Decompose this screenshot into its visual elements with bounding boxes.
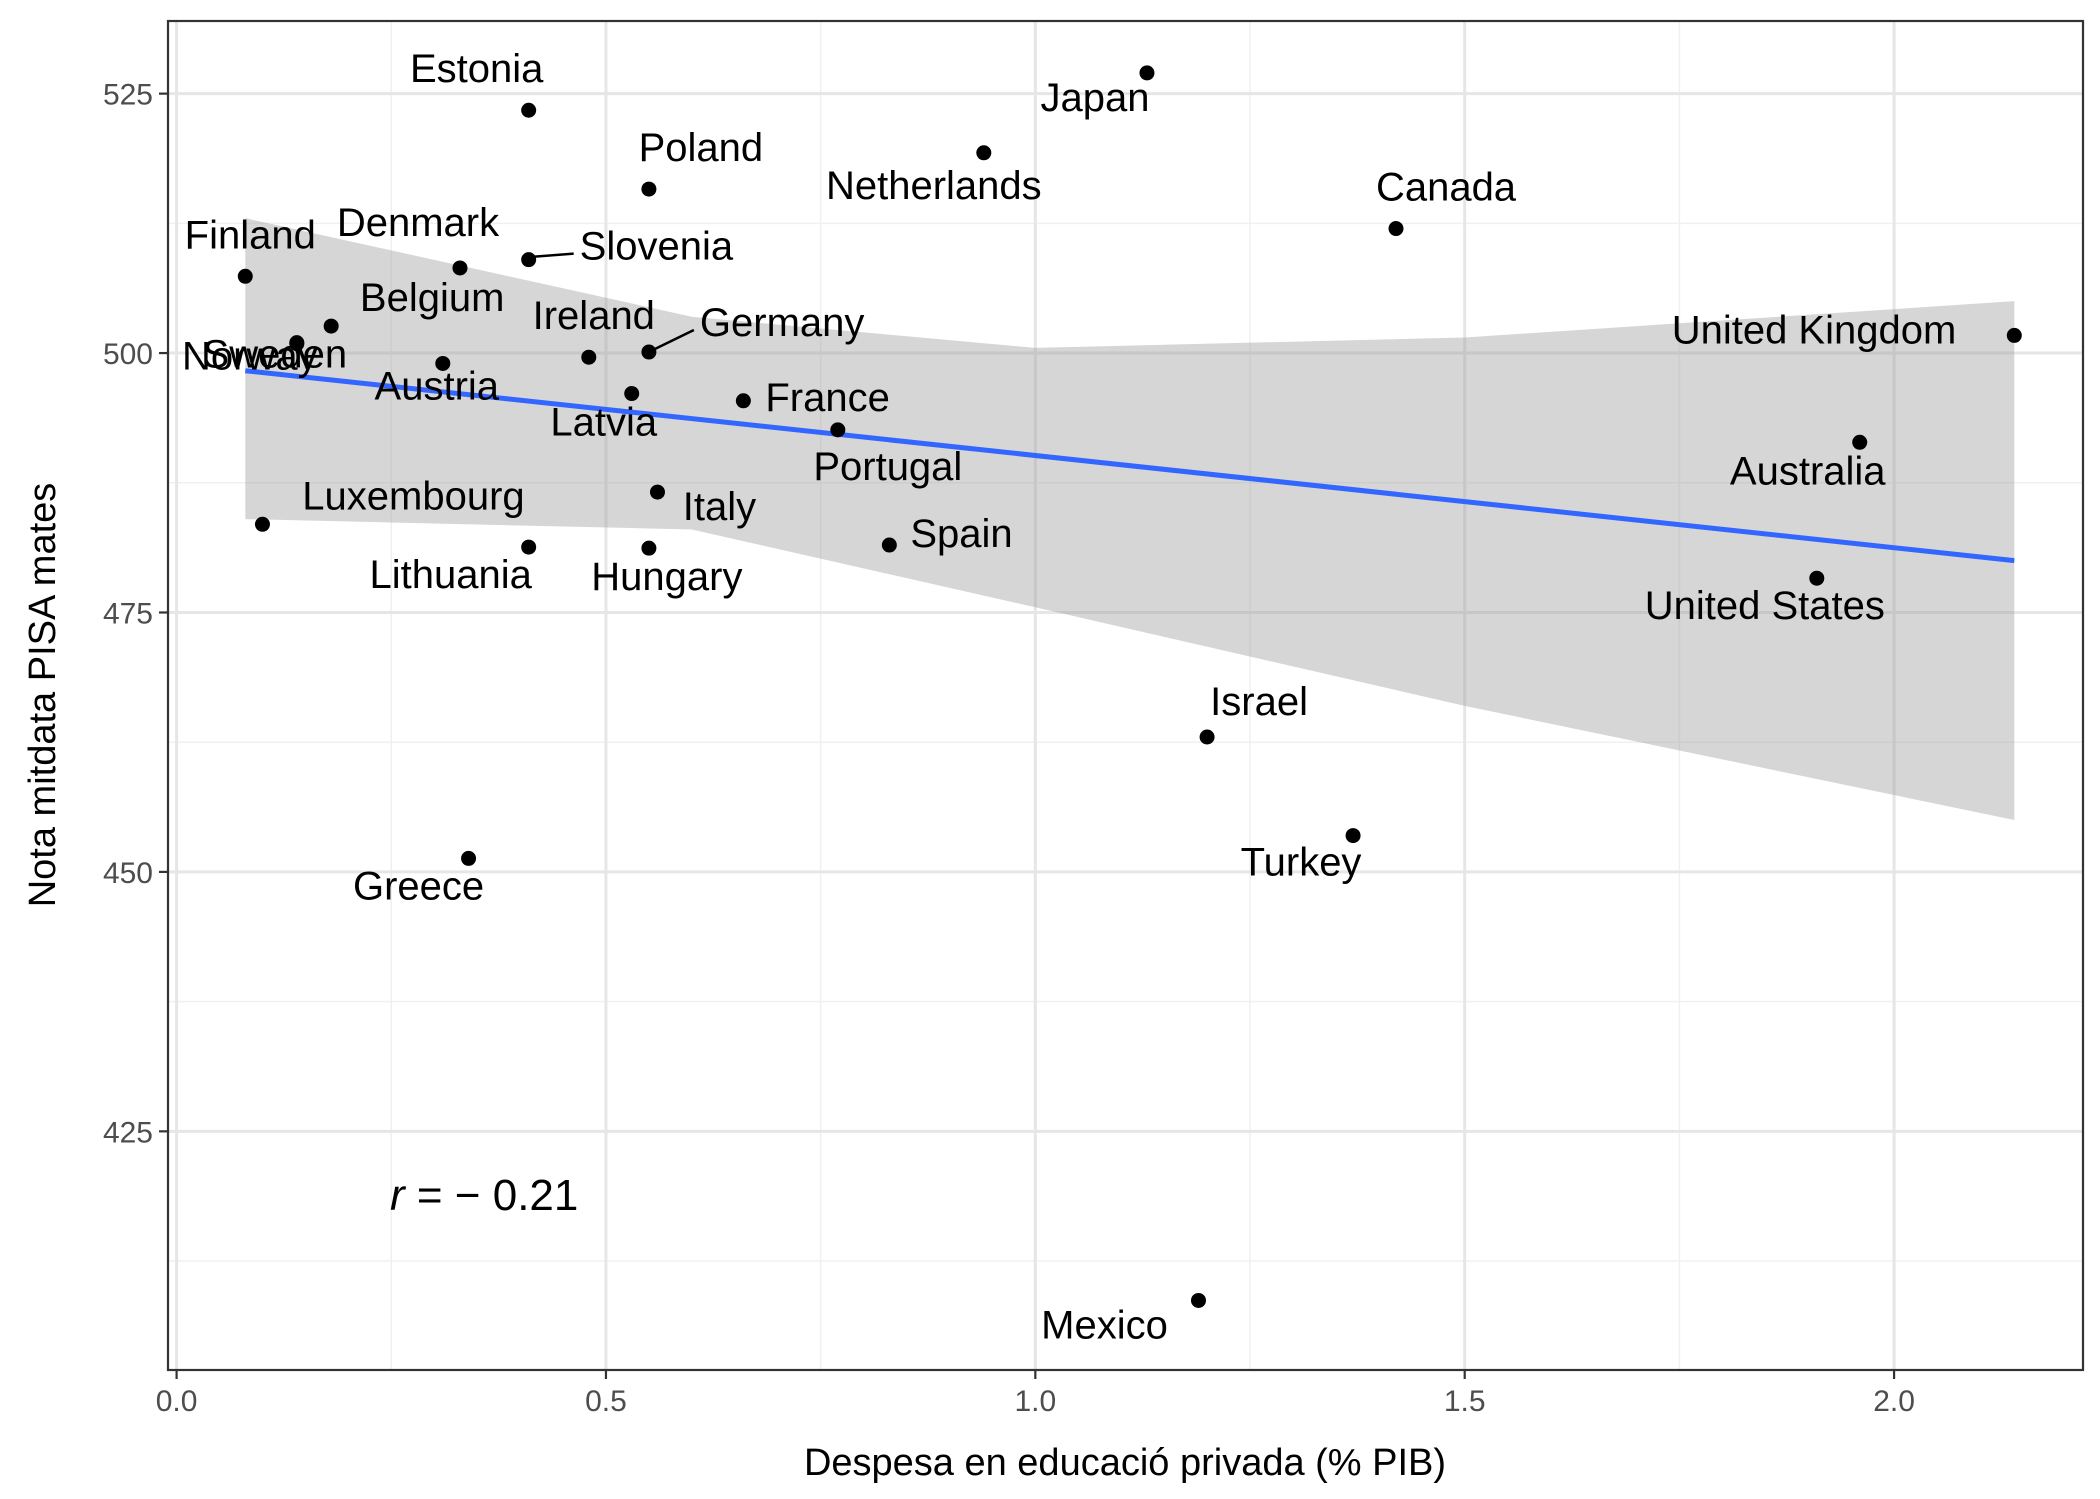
data-point (641, 540, 657, 556)
point-label: Denmark (337, 201, 500, 245)
point-label: United Kingdom (1672, 308, 1957, 352)
panel-border (166, 19, 2085, 1372)
point-label: Finland (185, 213, 316, 257)
data-point (641, 181, 657, 197)
data-point (881, 537, 897, 553)
data-point (641, 344, 657, 360)
point-label: Estonia (410, 47, 544, 91)
confidence-band (245, 218, 2015, 821)
data-point (461, 850, 477, 866)
y-tick-label: 525 (103, 79, 153, 112)
point-label: Luxembourg (302, 474, 524, 518)
data-point (289, 336, 305, 352)
y-axis-title: Nota mitdata PISA mates (22, 483, 64, 908)
x-tick-label: 0.5 (585, 1385, 627, 1418)
data-point (624, 386, 640, 402)
x-tick-label: 2.0 (1873, 1385, 1915, 1418)
point-label: Canada (1376, 166, 1517, 210)
point-label: Germany (700, 301, 865, 345)
point-label: Spain (910, 512, 1012, 556)
data-point (735, 393, 751, 409)
data-point (452, 260, 468, 276)
data-point (976, 145, 992, 161)
data-point (1190, 1292, 1206, 1308)
data-point (1852, 434, 1868, 450)
label-leader-line (654, 328, 695, 351)
point-label: Lithuania (369, 553, 532, 597)
y-tick-label: 475 (103, 597, 153, 630)
point-label: Austria (375, 364, 500, 408)
y-tick-label: 425 (103, 1116, 153, 1149)
point-label: Ireland (533, 294, 655, 338)
point-labels-layer: Estonia Japan Poland Netherlands Canada Finla… (182, 47, 1956, 1347)
point-label: Israel (1210, 680, 1308, 724)
axes-layer: 0.0 0.5 1.0 1.5 2.0 425 450 475 500 525 (103, 79, 1915, 1418)
point-label: Mexico (1041, 1303, 1168, 1347)
point-label: Australia (1730, 449, 1886, 493)
point-label: Belgium (360, 276, 505, 320)
data-point (1139, 65, 1155, 81)
point-label: Slovenia (580, 225, 734, 269)
point-label: Italy (683, 485, 756, 529)
annotation-text: r = − 0.21 (390, 1171, 578, 1220)
x-axis-title: Despesa en educació privada (% PIB) (804, 1442, 1446, 1484)
data-point (649, 484, 665, 500)
y-tick-label: 450 (103, 857, 153, 890)
regression-line (245, 368, 2015, 564)
point-label: Latvia (550, 401, 657, 445)
x-tick-label: 1.5 (1444, 1385, 1486, 1418)
grid-layer (168, 21, 2083, 1370)
point-label: Turkey (1241, 841, 1362, 885)
label-leader-line (534, 252, 574, 258)
data-point (435, 355, 451, 371)
regression-line-group (245, 368, 2015, 564)
point-label: Portugal (813, 445, 962, 489)
points-layer (237, 65, 2022, 1308)
point-label: Norway (182, 335, 318, 379)
data-point (254, 516, 270, 532)
data-point (521, 102, 537, 118)
confidence-band-area (245, 218, 2015, 821)
data-point (1199, 729, 1215, 745)
point-label: Netherlands (826, 164, 1042, 208)
annotation-r-symbol: r (390, 1171, 407, 1220)
data-point (237, 268, 253, 284)
annotation-r-value: = − 0.21 (405, 1171, 579, 1220)
point-label: Hungary (591, 555, 742, 599)
point-label: Poland (639, 126, 764, 170)
panel-background (168, 21, 2083, 1370)
data-point (1388, 221, 1404, 237)
data-point (323, 318, 339, 334)
point-label: Greece (353, 864, 484, 908)
point-label: United States (1645, 584, 1885, 628)
point-label: France (765, 376, 890, 420)
x-tick-label: 1.0 (1014, 1385, 1056, 1418)
data-point (2006, 327, 2022, 343)
data-point (1345, 828, 1361, 844)
data-point (581, 349, 597, 365)
y-tick-label: 500 (103, 338, 153, 371)
x-tick-label: 0.0 (156, 1385, 198, 1418)
point-label: Sweden (203, 333, 348, 377)
data-point (1809, 570, 1825, 586)
data-point (521, 252, 537, 268)
point-label: Japan (1040, 76, 1149, 120)
data-point (521, 539, 537, 555)
data-point (830, 422, 846, 438)
